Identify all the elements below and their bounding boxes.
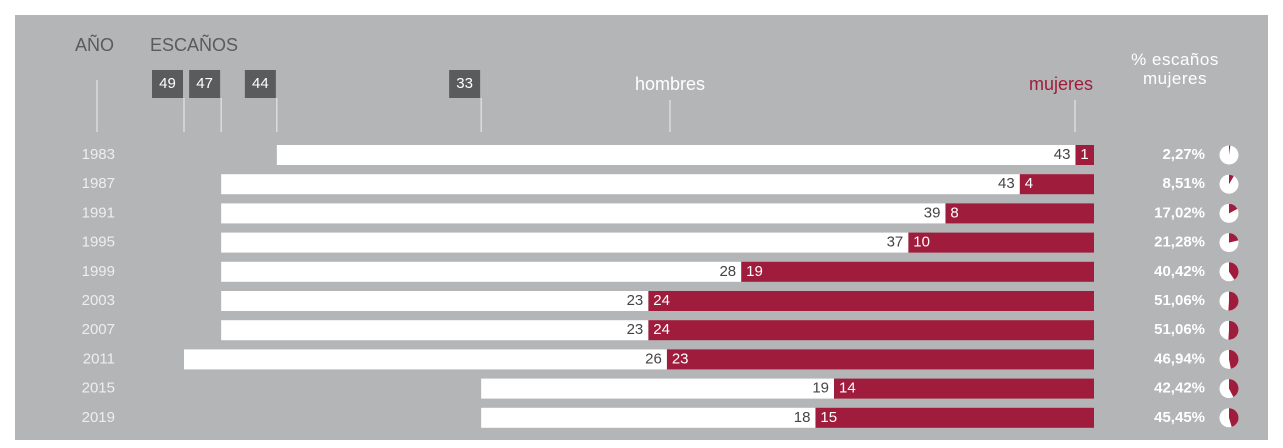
value-label: 28 — [719, 263, 736, 280]
value-label: 23 — [627, 292, 644, 309]
year-label: 1983 — [82, 146, 115, 163]
pct-header: % escaños mujeres — [1131, 50, 1219, 88]
bar-hombres — [481, 378, 834, 399]
year-label: 2007 — [82, 321, 115, 338]
bar-mujeres — [815, 407, 1094, 428]
pie-wedge — [1229, 233, 1239, 243]
value-label: 15 — [820, 409, 837, 426]
year-label: 1987 — [82, 175, 115, 192]
year-label: 1991 — [82, 204, 115, 221]
value-label: 19 — [746, 263, 763, 280]
seat-tick-box — [449, 70, 481, 98]
value-label: 4 — [1025, 175, 1033, 192]
bar-mujeres — [1019, 174, 1094, 195]
bar-hombres — [184, 349, 667, 370]
bar-hombres — [221, 320, 649, 341]
year-label: 1995 — [82, 234, 115, 251]
value-label: 26 — [645, 350, 662, 367]
pie-wedge — [1228, 291, 1239, 311]
value-label: 18 — [794, 409, 811, 426]
bar-mujeres — [834, 378, 1094, 399]
pct-label: 8,51% — [1162, 175, 1205, 192]
year-label: 2003 — [82, 292, 115, 309]
legend-hombres: hombres — [635, 74, 705, 94]
value-label: 39 — [924, 204, 941, 221]
value-label: 43 — [1054, 146, 1071, 163]
value-label: 23 — [672, 350, 689, 367]
bar-hombres — [221, 232, 909, 253]
pct-label: 46,94% — [1154, 350, 1205, 367]
value-label: 10 — [913, 234, 930, 251]
year-label: 1999 — [82, 263, 115, 280]
seats-header: ESCAÑOS — [150, 34, 238, 55]
seat-tick-box — [152, 70, 183, 98]
value-label: 1 — [1080, 146, 1088, 163]
pct-label: 2,27% — [1162, 146, 1205, 163]
bar-mujeres — [648, 320, 1094, 341]
seat-tick-label: 44 — [252, 75, 269, 92]
bar-mujeres — [908, 232, 1094, 253]
bar-hombres — [481, 407, 816, 428]
seat-tick-box — [244, 70, 276, 98]
pct-label: 21,28% — [1154, 234, 1205, 251]
pct-label: 51,06% — [1154, 321, 1205, 338]
year-header: AÑO — [75, 34, 114, 55]
legend-mujeres: mujeres — [1029, 74, 1093, 94]
year-label: 2011 — [83, 350, 115, 367]
pie-wedge — [1228, 320, 1239, 340]
pie-wedge — [1229, 203, 1238, 214]
bar-mujeres — [1075, 145, 1094, 165]
value-label: 37 — [887, 234, 904, 251]
pie-wedge — [1229, 349, 1239, 369]
bar-mujeres — [648, 291, 1094, 311]
seat-tick-label: 47 — [196, 75, 213, 92]
bar-mujeres — [741, 261, 1094, 282]
pie-wedge — [1229, 174, 1234, 185]
bar-hombres — [276, 145, 1076, 165]
value-label: 43 — [998, 175, 1015, 192]
value-label: 24 — [653, 292, 670, 309]
year-label: 2019 — [82, 409, 115, 426]
seat-tick-label: 33 — [456, 75, 473, 92]
pct-label: 45,45% — [1154, 409, 1205, 426]
seat-tick-box — [189, 70, 221, 98]
pct-label: 40,42% — [1154, 263, 1205, 280]
bar-hombres — [221, 261, 742, 282]
bar-mujeres — [666, 349, 1094, 370]
value-label: 23 — [627, 321, 644, 338]
pct-label: 17,02% — [1154, 204, 1205, 221]
pie-wedge — [1229, 262, 1239, 280]
pct-label: 51,06% — [1154, 292, 1205, 309]
value-label: 24 — [653, 321, 670, 338]
value-label: 8 — [950, 204, 958, 221]
pct-label: 42,42% — [1154, 380, 1205, 397]
value-label: 19 — [812, 380, 829, 397]
bar-hombres — [221, 291, 649, 311]
pie-wedge — [1229, 379, 1239, 398]
seat-tick-label: 49 — [159, 75, 176, 92]
value-label: 14 — [839, 380, 856, 397]
bar-hombres — [221, 174, 1020, 195]
bar-hombres — [221, 203, 946, 224]
pie-wedge — [1229, 145, 1231, 155]
year-label: 2015 — [82, 380, 115, 397]
bar-mujeres — [945, 203, 1094, 224]
pie-wedge — [1229, 408, 1239, 427]
